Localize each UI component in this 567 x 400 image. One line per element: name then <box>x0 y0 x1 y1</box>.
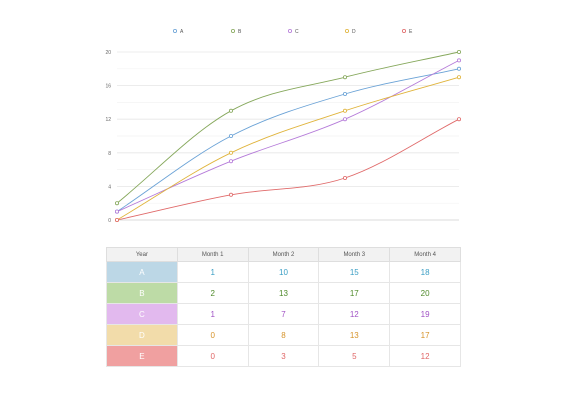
line-chart: A B C D E 0 4 8 12 16 20 <box>105 28 461 224</box>
table-cell: 7 <box>247 303 320 325</box>
table-cell: 17 <box>318 282 391 304</box>
table-header-cell: Month 2 <box>247 247 320 262</box>
data-point-a <box>456 66 461 71</box>
table-row: C 1 7 12 19 <box>106 303 461 325</box>
table-cell: 1 <box>176 303 249 325</box>
table-row-label: E <box>106 345 178 367</box>
table-header-cell: Month 3 <box>318 247 391 262</box>
table-header-cell: Year <box>106 247 178 262</box>
data-point-b <box>456 50 461 55</box>
legend-marker-c <box>287 28 292 33</box>
y-tick-label: 16 <box>105 84 111 90</box>
legend-label-c: C <box>295 29 299 35</box>
y-tick-label: 8 <box>108 151 111 157</box>
table-cell: 10 <box>247 261 320 283</box>
y-axis: 0 4 8 12 16 20 <box>105 50 111 224</box>
table-header-cell: Month 1 <box>176 247 249 262</box>
data-table: Year Month 1 Month 2 Month 3 Month 4 A 1 10 15 1… <box>106 247 461 367</box>
data-point-e <box>456 117 461 122</box>
table-cell: 19 <box>389 303 461 325</box>
series-line-c <box>116 60 460 213</box>
chart-legend: A B C D E <box>172 28 413 35</box>
legend-label-a: A <box>180 29 184 35</box>
data-point-a <box>342 92 347 97</box>
y-tick-label: 4 <box>108 184 111 190</box>
data-point-e <box>228 192 233 197</box>
data-point-e <box>342 175 347 180</box>
table-header-cell: Month 4 <box>389 247 461 262</box>
data-point-b <box>115 201 120 206</box>
table-cell: 1 <box>176 261 249 283</box>
table-cell: 5 <box>318 345 391 367</box>
table-row-label: B <box>106 282 178 304</box>
legend-marker-a <box>172 28 177 33</box>
data-point-b <box>342 75 347 80</box>
table-cell: 12 <box>318 303 391 325</box>
series-line-b <box>116 51 460 204</box>
legend-label-d: D <box>352 29 356 35</box>
legend-label-b: B <box>238 29 242 35</box>
table-cell: 13 <box>318 324 391 346</box>
series-line-d <box>116 76 460 221</box>
data-point-d <box>342 108 347 113</box>
data-point-c <box>115 209 120 214</box>
table-cell: 2 <box>176 282 249 304</box>
table-cell: 13 <box>247 282 320 304</box>
table-cell: 18 <box>389 261 461 283</box>
table-cell: 17 <box>389 324 461 346</box>
legend-marker-d <box>344 28 349 33</box>
chart-grid <box>117 51 459 221</box>
y-tick-label: 20 <box>105 50 111 56</box>
series-line-a <box>116 68 460 212</box>
data-point-d <box>456 75 461 80</box>
table-body: A 1 10 15 18 B 2 13 17 20 C 1 7 12 19 D 0 8 13 17 E 0 3 5 12 <box>106 261 461 367</box>
data-point-c <box>228 159 233 164</box>
table-row-label: C <box>106 303 178 325</box>
y-tick-label: 12 <box>105 117 111 123</box>
table-row-label: D <box>106 324 178 346</box>
table-cell: 20 <box>389 282 461 304</box>
legend-marker-b <box>230 28 235 33</box>
table-cell: 3 <box>247 345 320 367</box>
y-tick-label: 0 <box>108 218 111 224</box>
table-row-label: A <box>106 261 178 283</box>
table-cell: 15 <box>318 261 391 283</box>
table-row: B 2 13 17 20 <box>106 282 461 304</box>
legend-label-e: E <box>409 29 413 35</box>
table-row: E 0 3 5 12 <box>106 345 461 367</box>
table-row: D 0 8 13 17 <box>106 324 461 346</box>
data-point-c <box>342 117 347 122</box>
series-line-e <box>116 118 460 221</box>
data-point-b <box>228 108 233 113</box>
table-header-row: Year Month 1 Month 2 Month 3 Month 4 <box>106 247 461 262</box>
table-cell: 8 <box>247 324 320 346</box>
data-point-d <box>228 150 233 155</box>
table-cell: 12 <box>389 345 461 367</box>
table-cell: 0 <box>176 345 249 367</box>
chart-series <box>115 50 461 222</box>
data-point-c <box>456 58 461 63</box>
data-point-e <box>115 217 120 222</box>
legend-marker-e <box>401 28 406 33</box>
table-row: A 1 10 15 18 <box>106 261 461 283</box>
table-cell: 0 <box>176 324 249 346</box>
data-point-a <box>228 133 233 138</box>
